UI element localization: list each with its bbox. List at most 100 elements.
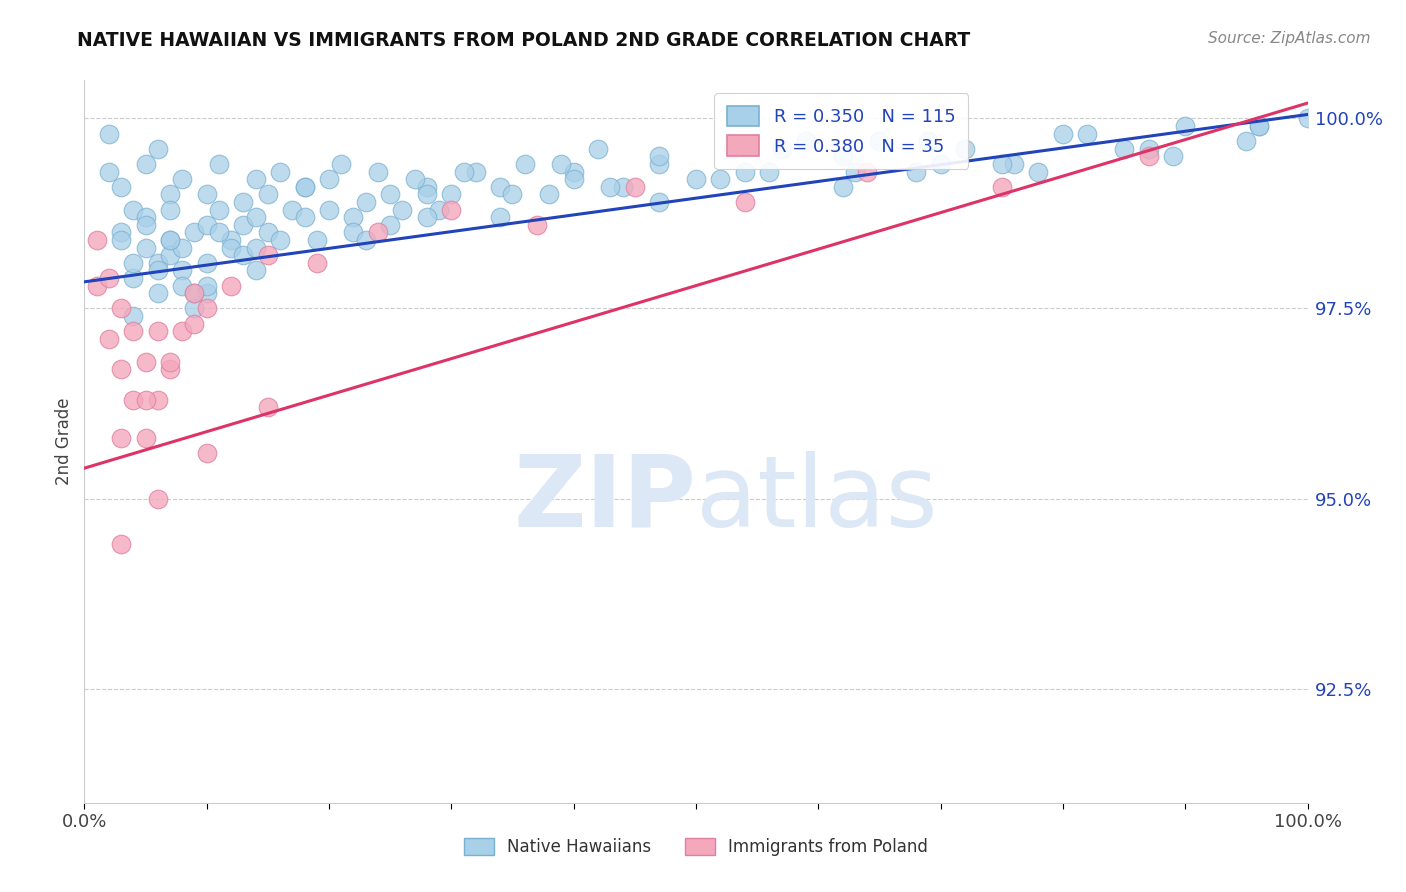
Point — [135, 392, 157, 407]
Point — [110, 179, 132, 194]
Point — [245, 210, 267, 224]
Point — [183, 286, 205, 301]
Point — [294, 179, 316, 194]
Point — [538, 187, 561, 202]
Point — [648, 149, 671, 163]
Point — [1076, 127, 1098, 141]
Point — [905, 164, 928, 178]
Point — [416, 179, 439, 194]
Point — [146, 392, 169, 407]
Point — [318, 172, 340, 186]
Point — [122, 324, 145, 338]
Point — [770, 142, 793, 156]
Point — [159, 187, 181, 202]
Point — [562, 164, 585, 178]
Point — [172, 172, 194, 186]
Point — [257, 226, 280, 240]
Point — [1247, 119, 1270, 133]
Point — [734, 164, 756, 178]
Point — [183, 301, 205, 316]
Point — [110, 537, 132, 551]
Point — [208, 202, 231, 217]
Point — [86, 278, 108, 293]
Point — [159, 354, 181, 368]
Point — [232, 218, 254, 232]
Point — [1052, 127, 1074, 141]
Point — [97, 332, 120, 346]
Point — [586, 142, 609, 156]
Point — [1247, 119, 1270, 133]
Point — [513, 157, 536, 171]
Point — [794, 134, 817, 148]
Point — [612, 179, 634, 194]
Point — [245, 172, 267, 186]
Point — [844, 164, 866, 178]
Point — [195, 286, 218, 301]
Point — [122, 256, 145, 270]
Point — [159, 362, 181, 376]
Point — [122, 309, 145, 323]
Point — [709, 172, 731, 186]
Point — [856, 164, 879, 178]
Point — [685, 172, 707, 186]
Point — [380, 187, 402, 202]
Point — [1137, 142, 1160, 156]
Point — [562, 172, 585, 186]
Legend: Native Hawaiians, Immigrants from Poland: Native Hawaiians, Immigrants from Poland — [457, 831, 935, 863]
Point — [391, 202, 413, 217]
Point — [97, 127, 120, 141]
Point — [159, 233, 181, 247]
Point — [1296, 112, 1319, 126]
Point — [172, 241, 194, 255]
Point — [183, 226, 205, 240]
Point — [110, 233, 132, 247]
Point — [367, 226, 389, 240]
Point — [269, 233, 291, 247]
Point — [135, 431, 157, 445]
Point — [135, 157, 157, 171]
Point — [624, 179, 647, 194]
Point — [97, 164, 120, 178]
Point — [159, 202, 181, 217]
Point — [146, 256, 169, 270]
Point — [440, 187, 463, 202]
Y-axis label: 2nd Grade: 2nd Grade — [55, 398, 73, 485]
Point — [172, 263, 194, 277]
Point — [135, 354, 157, 368]
Point — [1137, 149, 1160, 163]
Point — [195, 187, 218, 202]
Point — [269, 164, 291, 178]
Point — [734, 194, 756, 209]
Point — [146, 286, 169, 301]
Point — [135, 218, 157, 232]
Point — [146, 263, 169, 277]
Point — [648, 194, 671, 209]
Point — [380, 218, 402, 232]
Point — [831, 179, 853, 194]
Point — [257, 187, 280, 202]
Point — [122, 202, 145, 217]
Point — [342, 210, 364, 224]
Point — [721, 142, 744, 156]
Point — [257, 401, 280, 415]
Point — [991, 179, 1014, 194]
Point — [219, 278, 242, 293]
Point — [159, 233, 181, 247]
Point — [929, 157, 952, 171]
Point — [354, 233, 377, 247]
Point — [427, 202, 450, 217]
Point — [831, 149, 853, 163]
Point — [195, 218, 218, 232]
Point — [195, 301, 218, 316]
Point — [489, 210, 512, 224]
Point — [953, 142, 976, 156]
Point — [183, 286, 205, 301]
Point — [159, 248, 181, 262]
Point — [1174, 119, 1197, 133]
Point — [183, 317, 205, 331]
Point — [122, 392, 145, 407]
Point — [526, 218, 548, 232]
Point — [599, 179, 621, 194]
Point — [294, 210, 316, 224]
Point — [110, 301, 132, 316]
